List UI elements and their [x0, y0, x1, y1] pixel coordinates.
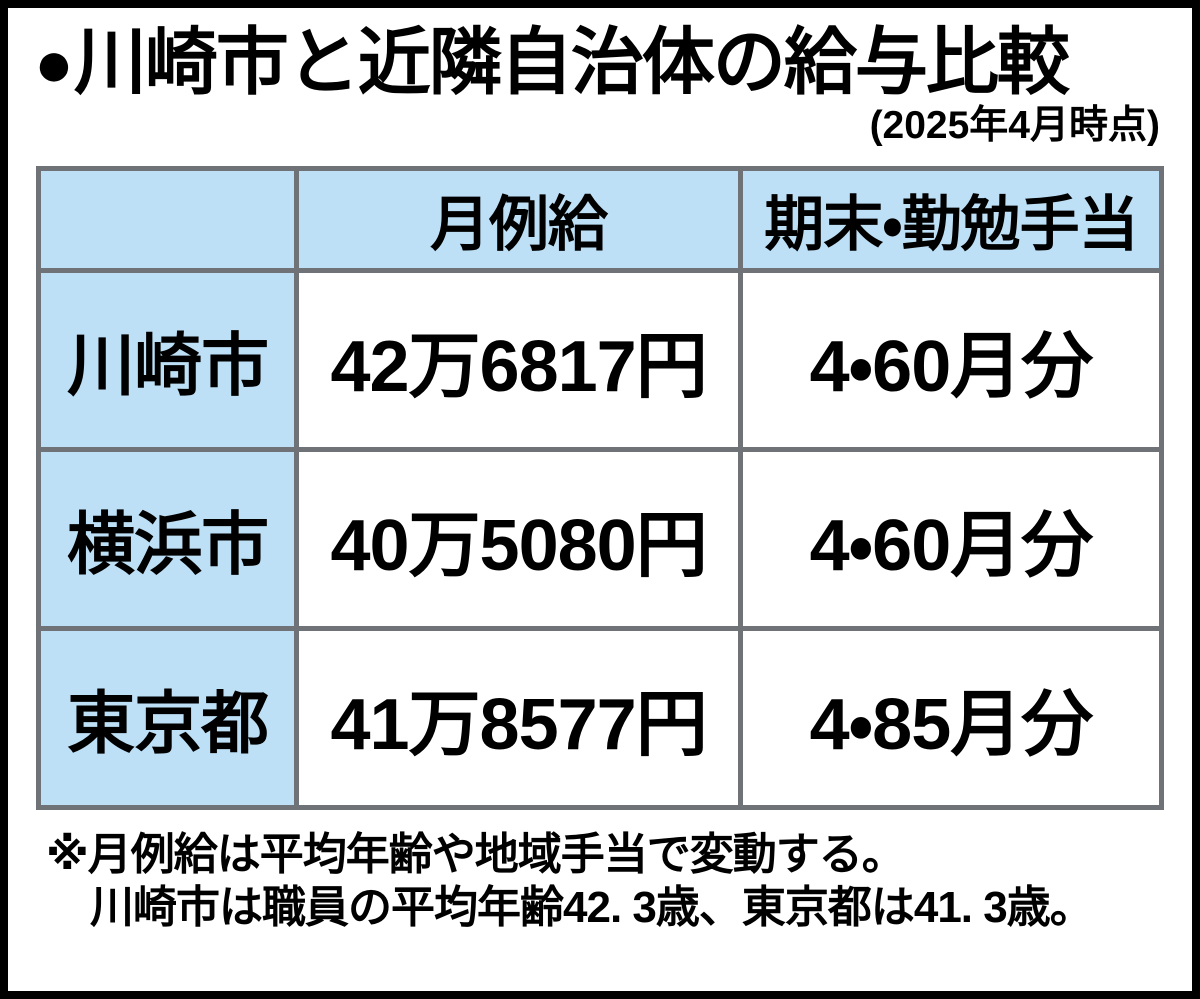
monthly-salary-value: 40万5080円 [294, 446, 743, 631]
column-header-monthly-salary: 月例給 [294, 165, 743, 273]
page-title-text: 川崎市と近隣自治体の給与比較 [73, 22, 1070, 103]
bonus-months-value: 4・60月分 [737, 446, 1165, 631]
table-row-yokohama: 横浜市 40万5080円 4・60月分 [35, 446, 1165, 631]
footnote-line-1: ※月例給は平均年齢や地域手当で変動する。 [46, 829, 906, 879]
table-row-kawasaki: 川崎市 42万6817円 4・60月分 [35, 267, 1165, 452]
bonus-months-value: 4・60月分 [737, 267, 1165, 452]
table-header-row: 月例給 期末・勤勉手当 [35, 165, 1165, 273]
row-label-tokyo: 東京都 [35, 625, 300, 810]
column-header-bonus-allowance: 期末・勤勉手当 [737, 165, 1165, 273]
table-row-tokyo: 東京都 41万8577円 4・85月分 [35, 625, 1165, 810]
bonus-months-value: 4・85月分 [737, 625, 1165, 810]
row-label-yokohama: 横浜市 [35, 446, 300, 631]
monthly-salary-value: 41万8577円 [294, 625, 743, 810]
page-title: ● 川崎市と近隣自治体の給与比較 [34, 22, 1166, 103]
footnote: ※月例給は平均年齢や地域手当で変動する。 川崎市は職員の平均年齢42. 3歳、東… [46, 828, 1172, 935]
footnote-line-2: 川崎市は職員の平均年齢42. 3歳、東京都は41. 3歳。 [90, 883, 1094, 933]
row-label-kawasaki: 川崎市 [35, 267, 300, 452]
page-subtitle: (2025年4月時点) [869, 103, 1160, 147]
salary-comparison-table: 月例給 期末・勤勉手当 川崎市 42万6817円 4・60月分 横浜市 40万5… [35, 165, 1165, 810]
monthly-salary-value: 42万6817円 [294, 267, 743, 452]
bullet-icon: ● [34, 25, 74, 100]
corner-cell [35, 165, 300, 273]
